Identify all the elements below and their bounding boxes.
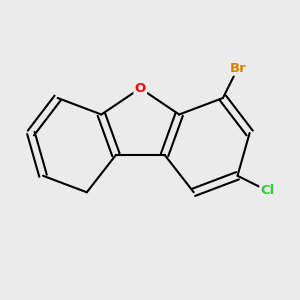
Text: O: O bbox=[135, 82, 146, 95]
Text: Cl: Cl bbox=[260, 184, 274, 197]
Text: Br: Br bbox=[229, 62, 246, 75]
